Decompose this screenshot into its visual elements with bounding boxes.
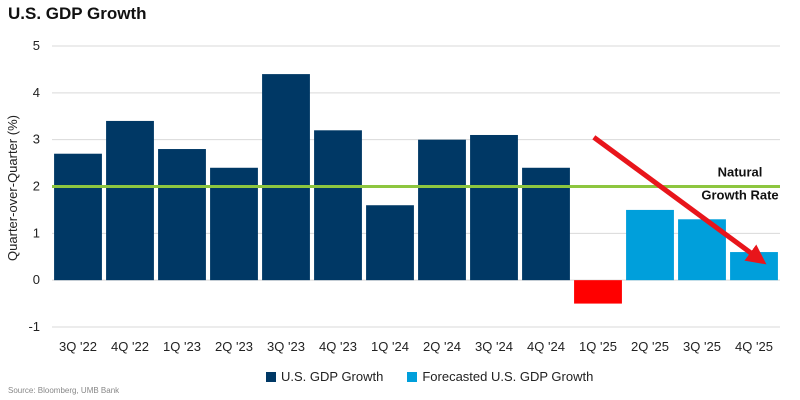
legend-item-actual: U.S. GDP Growth	[266, 369, 383, 384]
x-tick-label: 4Q '24	[527, 339, 565, 354]
y-tick-label: 4	[33, 85, 40, 100]
y-tick-label: 5	[33, 38, 40, 53]
trend-arrow	[592, 135, 767, 265]
x-tick-label: 2Q '23	[215, 339, 253, 354]
chart-legend: U.S. GDP Growth Forecasted U.S. GDP Grow…	[266, 369, 617, 384]
trend-arrow-group	[592, 135, 767, 265]
y-tick-label: 2	[33, 179, 40, 194]
bars	[54, 74, 778, 304]
x-tick-label: 4Q '22	[111, 339, 149, 354]
y-axis-ticks: -1 0 1 2 3 4 5	[28, 38, 40, 334]
source-note: Source: Bloomberg, UMB Bank	[8, 386, 120, 395]
bar-actual-0	[54, 153, 102, 281]
bar-actual-2	[158, 149, 206, 281]
chart-title: U.S. GDP Growth	[8, 4, 147, 23]
x-tick-label: 4Q '23	[319, 339, 357, 354]
x-tick-label: 3Q '25	[683, 339, 721, 354]
y-tick-label: -1	[28, 319, 40, 334]
legend-item-forecast: Forecasted U.S. GDP Growth	[407, 369, 593, 384]
legend-label-forecast: Forecasted U.S. GDP Growth	[422, 369, 594, 384]
x-tick-label: 3Q '22	[59, 339, 97, 354]
bar-forecast-11	[626, 209, 674, 281]
x-axis-ticks: 3Q '22 4Q '22 1Q '23 2Q '23 3Q '23 4Q '23 1Q '…	[59, 339, 773, 354]
x-tick-label: 2Q '24	[423, 339, 461, 354]
bar-actual-4	[262, 74, 310, 281]
bar-actual-5	[314, 130, 362, 281]
reference-line-label-2: Growth Rate	[701, 188, 778, 203]
y-axis-label: Quarter-over-Quarter (%)	[5, 115, 20, 261]
y-tick-label: 0	[33, 272, 40, 287]
bar-actual-6	[366, 205, 414, 281]
bar-actual-10	[574, 280, 622, 304]
x-tick-label: 2Q '25	[631, 339, 669, 354]
legend-swatch-actual	[266, 371, 276, 382]
bar-actual-3	[210, 167, 258, 281]
bar-actual-8	[470, 134, 518, 281]
bar-actual-9	[522, 167, 570, 281]
x-tick-label: 3Q '24	[475, 339, 513, 354]
x-tick-label: 1Q '23	[163, 339, 201, 354]
legend-swatch-forecast	[407, 371, 418, 382]
bar-actual-7	[418, 139, 466, 281]
y-tick-label: 1	[33, 225, 40, 240]
x-tick-label: 4Q '25	[735, 339, 773, 354]
x-tick-label: 1Q '24	[371, 339, 409, 354]
x-tick-label: 1Q '25	[579, 339, 617, 354]
bar-actual-1	[106, 120, 154, 281]
legend-label-actual: U.S. GDP Growth	[281, 369, 384, 384]
reference-line-label-1: Natural	[718, 165, 763, 180]
x-tick-label: 3Q '23	[267, 339, 305, 354]
y-tick-label: 3	[33, 132, 40, 147]
